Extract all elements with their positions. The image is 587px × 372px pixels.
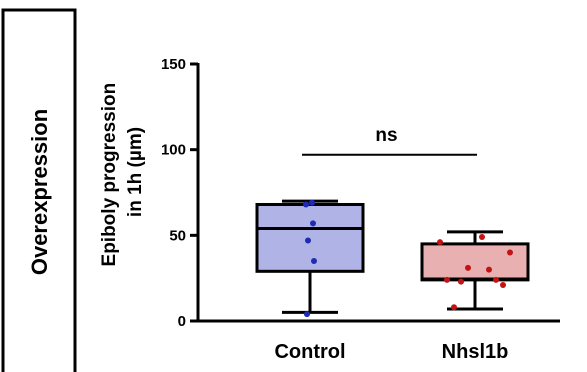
y-axis-label: Epiboly progression in 1h (µm) — [99, 78, 146, 267]
data-point — [465, 264, 471, 271]
side-label: Overexpression — [27, 109, 52, 275]
x-category-label: Control — [274, 341, 345, 363]
data-point — [444, 276, 450, 283]
data-point — [486, 266, 492, 273]
data-point — [493, 276, 499, 283]
data-point — [507, 249, 513, 256]
box-nhsl1b — [420, 242, 530, 282]
data-point — [451, 304, 457, 311]
box-control — [255, 202, 365, 273]
data-point — [303, 201, 309, 208]
data-point — [305, 237, 311, 244]
data-point — [437, 239, 443, 246]
data-point — [479, 234, 485, 241]
y-tick-label: 0 — [178, 313, 186, 330]
x-category-label: Nhsl1b — [442, 341, 509, 363]
y-tick-label: 100 — [161, 142, 186, 159]
data-point — [309, 199, 315, 206]
side-label-frame — [1, 8, 77, 372]
y-tick-label: 150 — [161, 56, 186, 73]
y-tick-label: 50 — [169, 227, 186, 244]
data-point — [500, 282, 506, 289]
significance-label: ns — [375, 125, 397, 146]
data-point — [458, 278, 464, 285]
data-point — [311, 258, 317, 265]
plot-area: 0 50 100 150 Control Nhsl1b ns — [161, 56, 560, 363]
data-point — [304, 311, 310, 318]
data-point — [310, 220, 316, 227]
